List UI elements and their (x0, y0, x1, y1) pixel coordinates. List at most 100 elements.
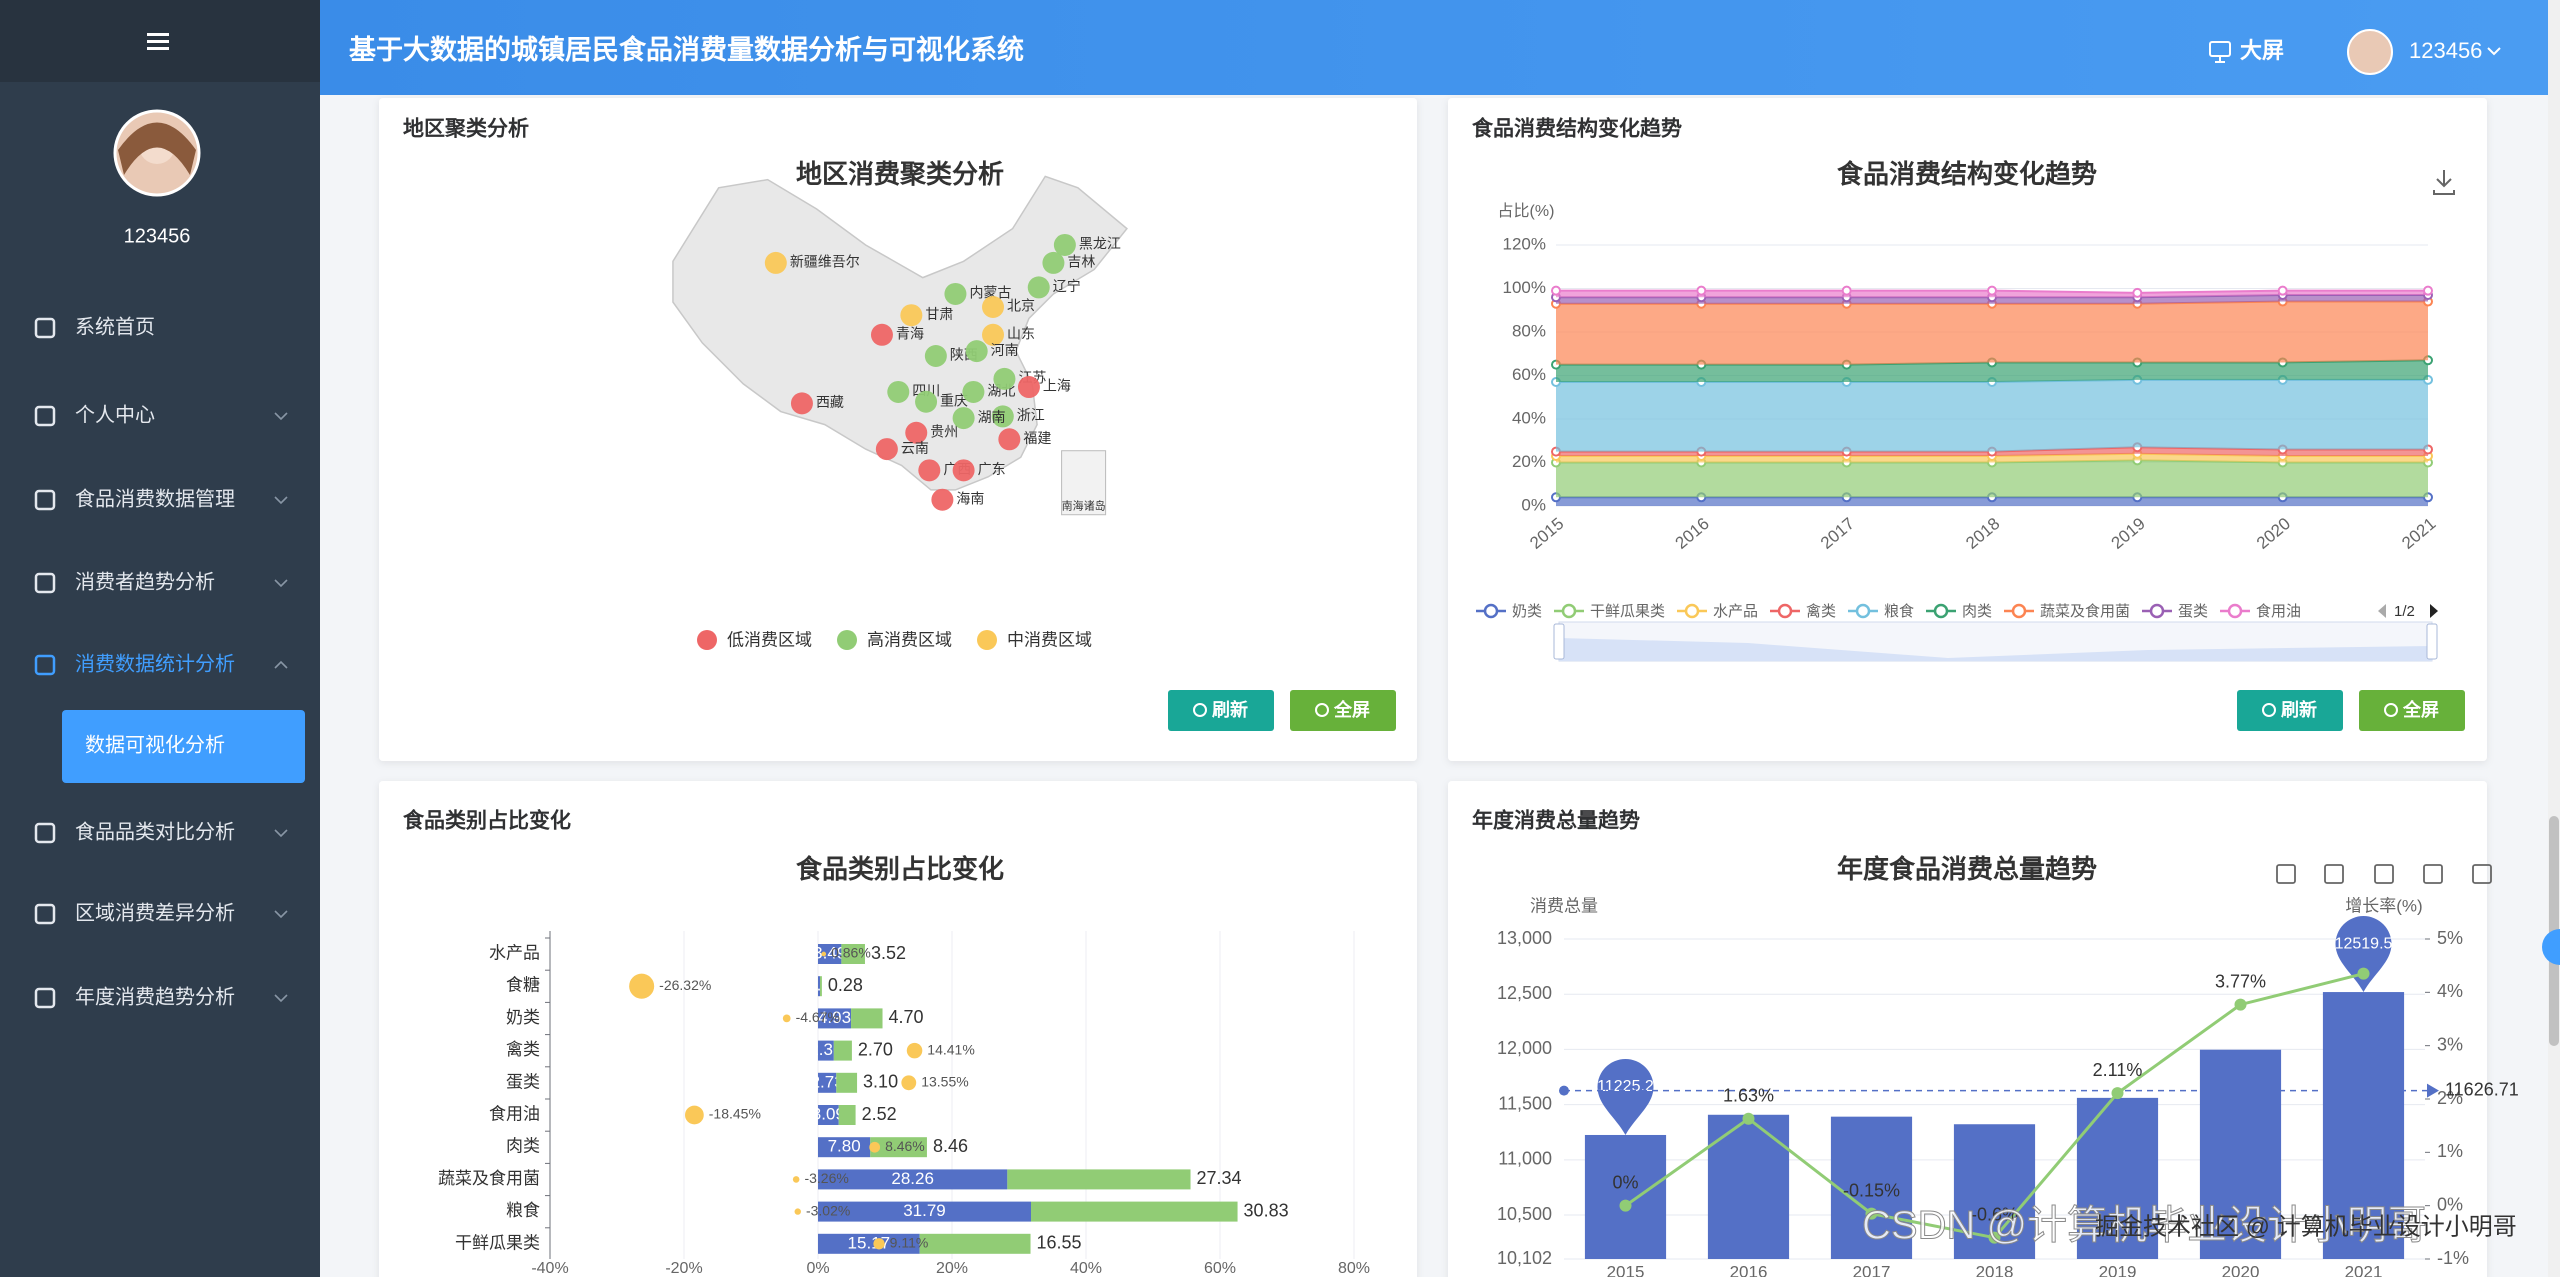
user-dropdown-arrow[interactable] (2487, 47, 2501, 56)
submenu-item[interactable]: 数据可视化分析 (85, 733, 225, 756)
header-avatar[interactable] (2347, 29, 2393, 75)
scatter-point (629, 973, 655, 999)
map-point (962, 380, 985, 403)
y2-axis-label: 增长率(%) (2345, 896, 2422, 915)
datazoom-handle[interactable] (1553, 623, 1565, 660)
chart-title: 食品消费结构变化趋势 (1837, 159, 2097, 189)
y-tick-label: 10,102 (1497, 1248, 1552, 1268)
y2-tick-label: 1% (2437, 1141, 2463, 1161)
menu-icon (34, 822, 56, 844)
bar (1007, 1169, 1191, 1190)
chart-title: 年度食品消费总量趋势 (1837, 854, 2097, 884)
x-tick-label: -20% (665, 1260, 702, 1277)
bar (820, 976, 822, 997)
bar (818, 1072, 837, 1093)
bar-label: 30.83 (1244, 1200, 1289, 1220)
x-tick-label: 2017 (1853, 1262, 1891, 1277)
menu-item[interactable]: 个人中心 (75, 403, 155, 426)
system-title: 基于大数据的城镇居民食品消费量数据分析与可视化系统 (349, 34, 1024, 65)
y2-tick-label: 4% (2437, 981, 2463, 1001)
map-point-label: 黑龙江 (1079, 236, 1121, 252)
legend-label: 粮食 (1884, 603, 1914, 620)
menu-item[interactable]: 食品品类对比分析 (75, 820, 235, 843)
download-icon[interactable] (2433, 170, 2455, 195)
x-tick-label: 2020 (2222, 1262, 2260, 1277)
map-point (982, 296, 1005, 319)
line-label: 3.77% (2215, 971, 2266, 991)
menu-arrow (274, 910, 288, 919)
bar (836, 1072, 858, 1093)
y-tick-label: 干鲜瓜果类 (455, 1233, 540, 1252)
button[interactable] (1290, 690, 1396, 731)
button-label[interactable]: 全屏 (2402, 699, 2439, 720)
menu-item[interactable]: 年度消费趋势分析 (75, 985, 235, 1008)
screen-button[interactable]: 大屏 (2240, 38, 2284, 63)
menu-item[interactable]: 消费者趋势分析 (75, 570, 215, 593)
toolbox-icon[interactable] (2324, 864, 2344, 884)
y2-tick-label: -1% (2437, 1248, 2469, 1268)
map-point (887, 380, 910, 403)
map-point (1042, 251, 1065, 274)
sidebar-username: 123456 (124, 225, 191, 247)
button-label[interactable]: 全屏 (1333, 699, 1370, 720)
panel-heading: 地区聚类分析 (403, 117, 529, 141)
menu-item[interactable]: 系统首页 (75, 315, 155, 338)
watermark: 掘金技术社区 @ 计算机毕业设计小明哥 (2095, 1213, 2517, 1240)
map-point-label: 新疆维吾尔 (790, 254, 860, 270)
bar-label: 3.10 (863, 1072, 898, 1092)
scatter-label: 14.41% (927, 1041, 974, 1057)
side-toggle[interactable] (2542, 929, 2560, 965)
legend-label: 奶类 (1512, 603, 1542, 620)
y-tick-label: 水产品 (489, 943, 540, 962)
y-tick-label: 13,000 (1497, 928, 1552, 948)
line-point (1619, 1199, 1632, 1212)
area-point (1551, 285, 1561, 296)
hamburger-icon[interactable] (147, 33, 169, 50)
map-point-label: 重庆 (940, 392, 968, 408)
toolbox-icon[interactable] (2276, 864, 2296, 884)
bar (818, 1169, 1008, 1190)
bar (1707, 1114, 1790, 1259)
button[interactable] (2237, 690, 2343, 731)
bar (818, 1201, 1031, 1222)
y-tick-label: 禽类 (506, 1040, 540, 1059)
header-username[interactable]: 123456 (2409, 38, 2482, 63)
menu-item[interactable]: 消费数据统计分析 (75, 652, 235, 675)
y-tick-label: 40% (1512, 408, 1546, 427)
y-tick-label: 10,500 (1497, 1204, 1552, 1224)
button-label[interactable]: 刷新 (2281, 699, 2317, 720)
map-point-label: 青海 (896, 325, 924, 341)
button-icon (1315, 703, 1329, 717)
button[interactable] (1168, 690, 1274, 731)
map-point (952, 459, 975, 482)
mark-point (2335, 916, 2392, 993)
map-point-label: 上海 (1043, 378, 1071, 394)
map-point-label: 甘肃 (925, 306, 953, 322)
legend-marker (1483, 603, 1499, 619)
map-point (875, 438, 898, 461)
area-point (1987, 285, 1997, 296)
scatter-point (901, 1075, 917, 1091)
menu-item[interactable]: 区域消费差异分析 (75, 901, 235, 924)
legend-next[interactable] (2430, 604, 2438, 618)
toolbox-icon[interactable] (2472, 864, 2492, 884)
toolbox-icon[interactable] (2374, 864, 2394, 884)
bar (1584, 1134, 1667, 1259)
map-point (918, 459, 941, 482)
y-tick-label: 肉类 (506, 1137, 540, 1156)
bar (818, 1105, 839, 1125)
menu-item[interactable]: 食品消费数据管理 (75, 487, 235, 510)
toolbox-icon[interactable] (2423, 864, 2443, 884)
y-tick-label: 60% (1512, 365, 1546, 384)
panel-card (379, 781, 1417, 1277)
area-point (1696, 285, 1707, 296)
x-tick-label: 2015 (1607, 1262, 1645, 1277)
legend-marker (2149, 603, 2165, 619)
datazoom-handle[interactable] (2426, 623, 2438, 660)
button-label[interactable]: 刷新 (1212, 699, 1248, 720)
menu-arrow (274, 829, 288, 838)
legend-prev[interactable] (2378, 604, 2386, 618)
button[interactable] (2359, 690, 2465, 731)
